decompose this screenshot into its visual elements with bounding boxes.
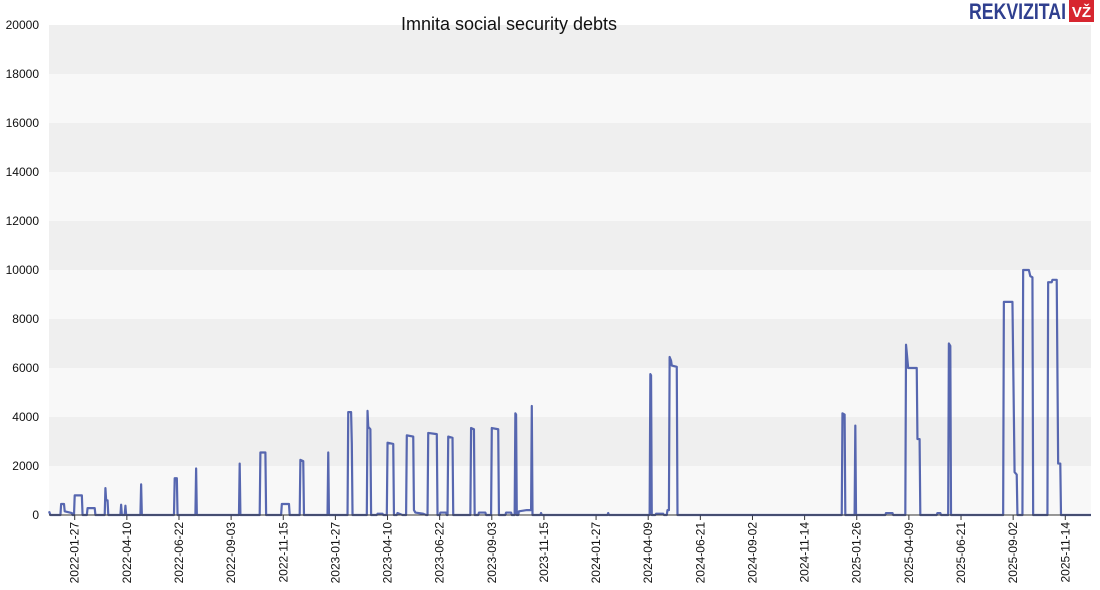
x-tick-label: 2023-09-03 [485,522,499,584]
x-tick-label: 2023-06-22 [433,522,447,584]
x-tick-label: 2022-01-27 [68,522,82,584]
y-tick-label: 8000 [12,312,39,326]
logo-badge-text: VŽ [1072,3,1091,21]
x-tick-label: 2022-04-10 [120,522,134,584]
x-tick-label: 2023-04-10 [381,522,395,584]
grid-band [49,123,1091,172]
x-tick-label: 2025-11-14 [1058,522,1072,583]
x-tick-label: 2024-09-02 [745,522,759,584]
grid-band [49,172,1091,221]
x-tick-label: 2022-11-15 [276,522,290,583]
y-tick-label: 16000 [6,116,40,130]
y-tick-label: 18000 [6,67,40,81]
x-tick-label: 2023-11-15 [537,522,551,583]
rekvizitai-logo[interactable]: REKVIZITAI VŽ [969,0,1094,24]
x-tick-label: 2022-06-22 [172,522,186,584]
y-tick-label: 10000 [6,263,40,277]
grid-band [49,221,1091,270]
x-tick-label: 2025-09-02 [1006,522,1020,584]
x-axis-tick-labels: 2022-01-27 2022-04-10 2022-06-22 2022-09-03… [68,515,1072,584]
x-tick-label: 2024-01-27 [589,522,603,584]
x-tick-label: 2025-06-21 [954,522,968,584]
x-tick-label: 2025-01-26 [850,522,864,584]
grid-band [49,319,1091,368]
logo-badge-box [1069,0,1094,22]
y-tick-label: 14000 [6,165,40,179]
grid-band [49,25,1091,74]
x-tick-label: 2024-04-09 [641,522,655,584]
grid-band [49,270,1091,319]
y-tick-label: 12000 [6,214,40,228]
grid-band [49,417,1091,466]
grid-band [49,74,1091,123]
x-tick-label: 2024-11-14 [798,522,812,583]
logo-brand-text: REKVIZITAI [969,0,1066,24]
grid-bands [49,25,1091,515]
y-tick-label: 6000 [12,361,39,375]
y-tick-label: 2000 [12,459,39,473]
x-tick-label: 2023-01-27 [328,522,342,584]
grid-band [49,368,1091,417]
y-axis-tick-labels: 0 2000 4000 6000 8000 10000 12000 14000 16000 180… [6,18,40,522]
x-tick-label: 2022-09-03 [224,522,238,584]
x-tick-label: 2025-04-09 [902,522,916,584]
y-tick-label: 0 [32,508,39,522]
y-tick-label: 20000 [6,18,40,32]
grid-band [49,466,1091,515]
y-tick-label: 4000 [12,410,39,424]
chart-title: Imnita social security debts [401,14,617,34]
x-tick-label: 2024-06-21 [693,522,707,584]
